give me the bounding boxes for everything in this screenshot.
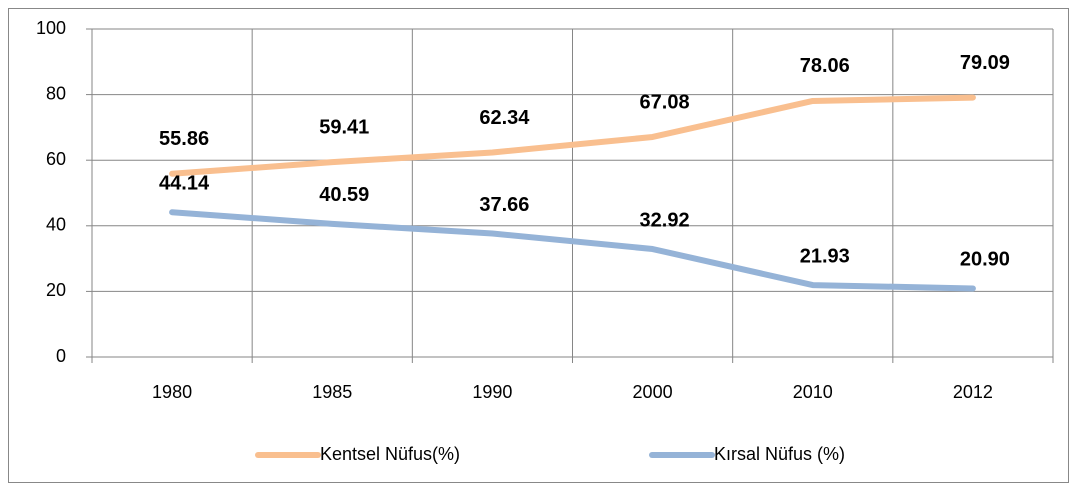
series-line [169,94,976,177]
chart-border [8,8,1069,483]
x-tick-label: 2012 [953,382,993,402]
data-label: 62.34 [479,107,530,129]
data-label: 21.93 [800,245,850,267]
y-tick-label: 20 [46,280,66,300]
y-tick-label: 60 [46,149,66,169]
data-label: 20.90 [960,249,1010,271]
legend-label: Kırsal Nüfus (%) [714,444,845,464]
series-line [169,209,976,292]
data-label: 59.41 [319,116,369,138]
data-label: 55.86 [159,128,209,150]
x-tick-label: 2010 [793,382,833,402]
x-tick-label: 1980 [152,382,192,402]
data-label: 78.06 [800,55,850,77]
y-tick-label: 40 [46,215,66,235]
y-tick-label: 100 [36,18,66,38]
x-tick-label: 1990 [472,382,512,402]
data-label: 37.66 [479,194,529,216]
data-label: 79.09 [960,52,1010,74]
y-tick-label: 0 [56,346,66,366]
x-tick-label: 1985 [312,382,352,402]
data-label: 67.08 [640,91,690,113]
legend-label: Kentsel Nüfus(%) [320,444,460,464]
data-label: 32.92 [640,209,690,231]
data-label: 44.14 [159,173,210,195]
data-label: 40.59 [319,184,369,206]
y-tick-label: 80 [46,83,66,103]
x-tick-label: 2000 [633,382,673,402]
